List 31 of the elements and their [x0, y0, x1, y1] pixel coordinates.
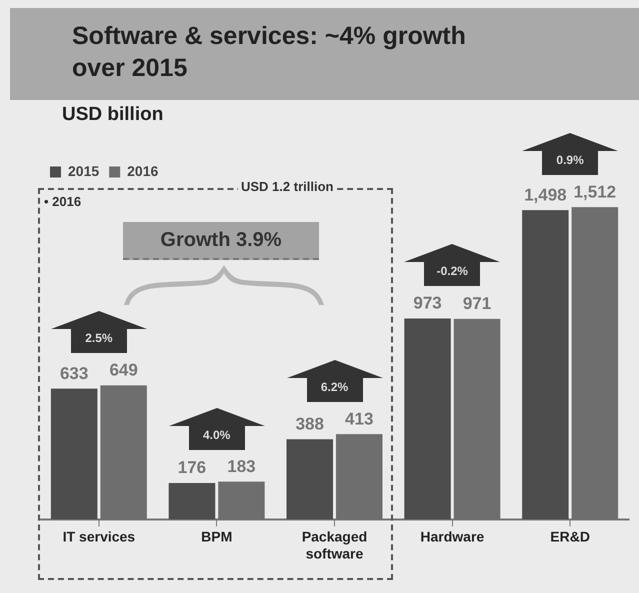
bar: [522, 210, 569, 520]
annotation: 4.0%: [202, 428, 232, 442]
bar: [286, 439, 334, 520]
data-label: 1,498: [524, 185, 567, 204]
bar: [168, 483, 216, 520]
x-tick-label: Packaged software: [302, 528, 368, 562]
data-label: 971: [462, 294, 492, 314]
data-label: 1,512: [574, 182, 616, 202]
annotation: 2.5%: [84, 331, 114, 346]
data-label: 388: [296, 414, 324, 434]
data-label: 413: [345, 409, 374, 428]
annotation: • 2016: [44, 194, 82, 209]
y-axis-title: USD billion: [62, 104, 164, 126]
data-label: 176: [178, 458, 206, 478]
x-tick-label: IT services: [62, 528, 136, 545]
text: 0.9%: [555, 153, 585, 168]
bar: [404, 318, 451, 520]
x-tick-label: Hardware: [420, 528, 484, 545]
chart-title: Software & services: ~4% growth over 2015: [10, 8, 639, 100]
data-label: 633: [60, 364, 88, 383]
data-label: 649: [109, 360, 138, 380]
data-label: 973: [413, 294, 442, 313]
legend-label: 2015: [68, 162, 100, 179]
x-tick-label: ER&D: [550, 528, 590, 545]
annotation: 6.2%: [320, 380, 350, 394]
text: USD 1.2 trillion: [238, 179, 336, 194]
legend-label: 2016: [127, 162, 159, 179]
annotation: -0.2%: [436, 264, 469, 278]
data-label: 183: [227, 456, 256, 476]
x-tick-label: BPM: [201, 528, 232, 545]
bar: [50, 388, 98, 520]
